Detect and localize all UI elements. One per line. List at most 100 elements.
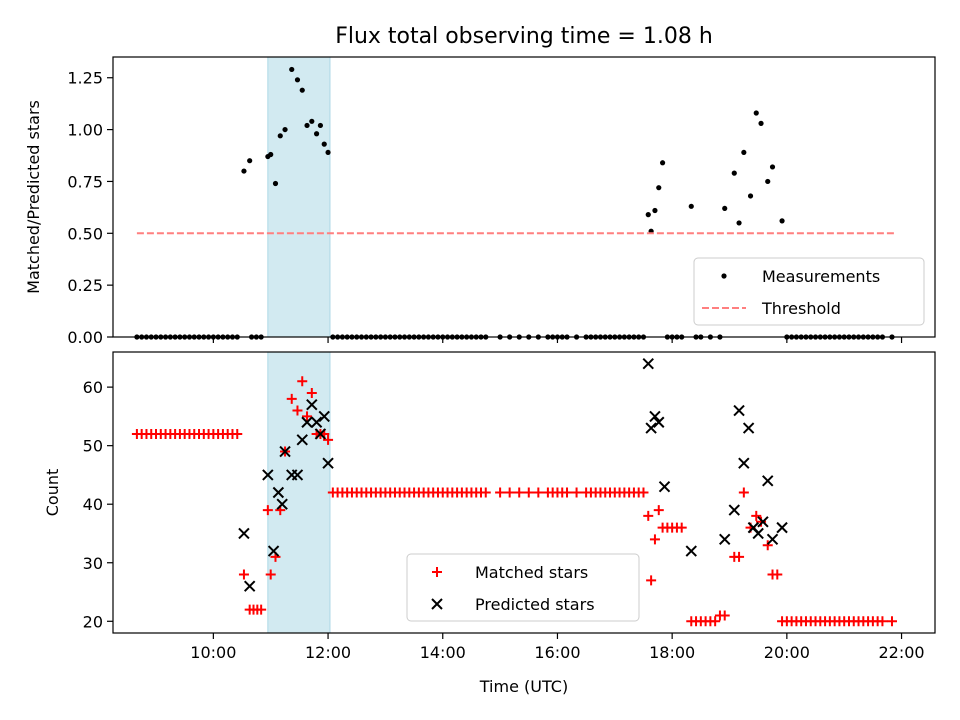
axes-frame bbox=[112, 351, 936, 634]
panel-0: 0.00 0.25 0.50 0.75 1.00 1.25 Matched/Predicte… bbox=[24, 56, 936, 347]
data-point bbox=[653, 416, 665, 428]
data-point bbox=[751, 510, 762, 521]
data-point bbox=[256, 604, 267, 615]
data-point bbox=[659, 160, 666, 166]
data-point bbox=[279, 445, 291, 458]
data-point bbox=[776, 521, 788, 534]
y-tick-label: 0.00 bbox=[67, 328, 103, 347]
data-point bbox=[306, 398, 318, 411]
data-point bbox=[314, 428, 327, 440]
data-point bbox=[752, 527, 764, 540]
data-point bbox=[733, 404, 745, 417]
data-point bbox=[272, 180, 279, 187]
data-point bbox=[762, 540, 773, 551]
data-point bbox=[247, 158, 253, 164]
data-point bbox=[322, 457, 334, 469]
data-point bbox=[243, 580, 256, 592]
y-tick-label: 1.25 bbox=[67, 69, 103, 88]
data-point bbox=[310, 416, 323, 428]
x-tick-label: 18:00 bbox=[649, 643, 695, 662]
data-point bbox=[289, 66, 295, 73]
data-point bbox=[232, 428, 243, 439]
x-tick-label: 10:00 bbox=[190, 643, 236, 662]
data-point bbox=[710, 616, 721, 627]
data-point bbox=[646, 575, 657, 586]
x-tick-label: 20:00 bbox=[764, 643, 810, 662]
data-point bbox=[728, 504, 740, 516]
x-tick-label: 22:00 bbox=[878, 643, 924, 662]
y-tick-label: 0.25 bbox=[67, 276, 103, 295]
y-axis-label: Matched/Predicted stars bbox=[24, 100, 43, 294]
data-point bbox=[747, 193, 754, 199]
data-point bbox=[302, 411, 313, 422]
data-point bbox=[753, 110, 759, 116]
data-point bbox=[286, 393, 297, 404]
data-point bbox=[282, 126, 288, 133]
legend-box bbox=[693, 257, 925, 326]
data-point bbox=[757, 516, 769, 528]
data-point bbox=[658, 480, 671, 493]
data-point bbox=[766, 533, 779, 546]
y-tick-label: 30 bbox=[83, 554, 103, 573]
data-point bbox=[719, 610, 730, 621]
data-series bbox=[131, 358, 897, 627]
axes-frame bbox=[112, 56, 936, 338]
legend: Matched stars Predicted stars bbox=[406, 553, 640, 622]
data-point bbox=[638, 487, 649, 498]
data-point bbox=[642, 358, 654, 370]
data-point bbox=[756, 516, 767, 527]
data-point bbox=[267, 545, 280, 557]
data-point bbox=[265, 569, 276, 580]
data-point bbox=[652, 207, 658, 214]
data-point bbox=[649, 534, 660, 545]
data-point bbox=[685, 545, 697, 557]
data-point bbox=[758, 120, 764, 126]
data-point bbox=[272, 486, 285, 499]
data-point bbox=[645, 212, 651, 218]
data-point bbox=[779, 218, 785, 224]
x-tick-label: 16:00 bbox=[534, 643, 580, 662]
data-point bbox=[296, 434, 308, 446]
data-point bbox=[653, 505, 664, 516]
data-point bbox=[241, 168, 247, 174]
data-point bbox=[321, 141, 327, 147]
x-tick-label: 12:00 bbox=[305, 643, 351, 662]
legend-label: Measurements bbox=[762, 267, 880, 286]
data-point bbox=[301, 416, 313, 428]
data-point bbox=[317, 122, 324, 129]
legend-marker bbox=[432, 567, 442, 577]
data-point bbox=[304, 122, 310, 129]
data-point bbox=[738, 457, 750, 469]
data-point bbox=[262, 505, 273, 516]
legend: Measurements Threshold bbox=[693, 257, 925, 326]
data-point bbox=[504, 487, 515, 498]
data-point bbox=[318, 410, 330, 423]
data-point bbox=[886, 616, 897, 627]
data-point bbox=[656, 185, 662, 191]
data-point bbox=[562, 487, 573, 498]
data-point bbox=[297, 376, 308, 387]
data-point bbox=[294, 77, 301, 83]
data-point bbox=[719, 533, 731, 546]
data-point bbox=[722, 205, 728, 212]
y-tick-label: 1.00 bbox=[67, 121, 103, 140]
data-point bbox=[533, 487, 544, 498]
data-point bbox=[765, 178, 771, 185]
legend-label: Predicted stars bbox=[475, 595, 595, 614]
data-point bbox=[299, 87, 305, 93]
x-tick-label: 14:00 bbox=[420, 643, 466, 662]
data-point bbox=[741, 149, 747, 156]
data-point bbox=[736, 220, 742, 226]
data-point bbox=[688, 203, 694, 209]
data-point bbox=[277, 133, 283, 139]
data-point bbox=[325, 149, 331, 156]
shaded-interval bbox=[267, 56, 331, 338]
data-point bbox=[877, 616, 888, 627]
data-point bbox=[268, 151, 274, 158]
panel-1: 20 30 40 50 60 10:00 12:00 14:00 16:00 18:00 20:00… bbox=[43, 351, 936, 696]
data-point bbox=[676, 522, 687, 533]
data-point bbox=[762, 475, 774, 487]
y-tick-label: 60 bbox=[83, 378, 103, 397]
data-point bbox=[742, 422, 755, 434]
